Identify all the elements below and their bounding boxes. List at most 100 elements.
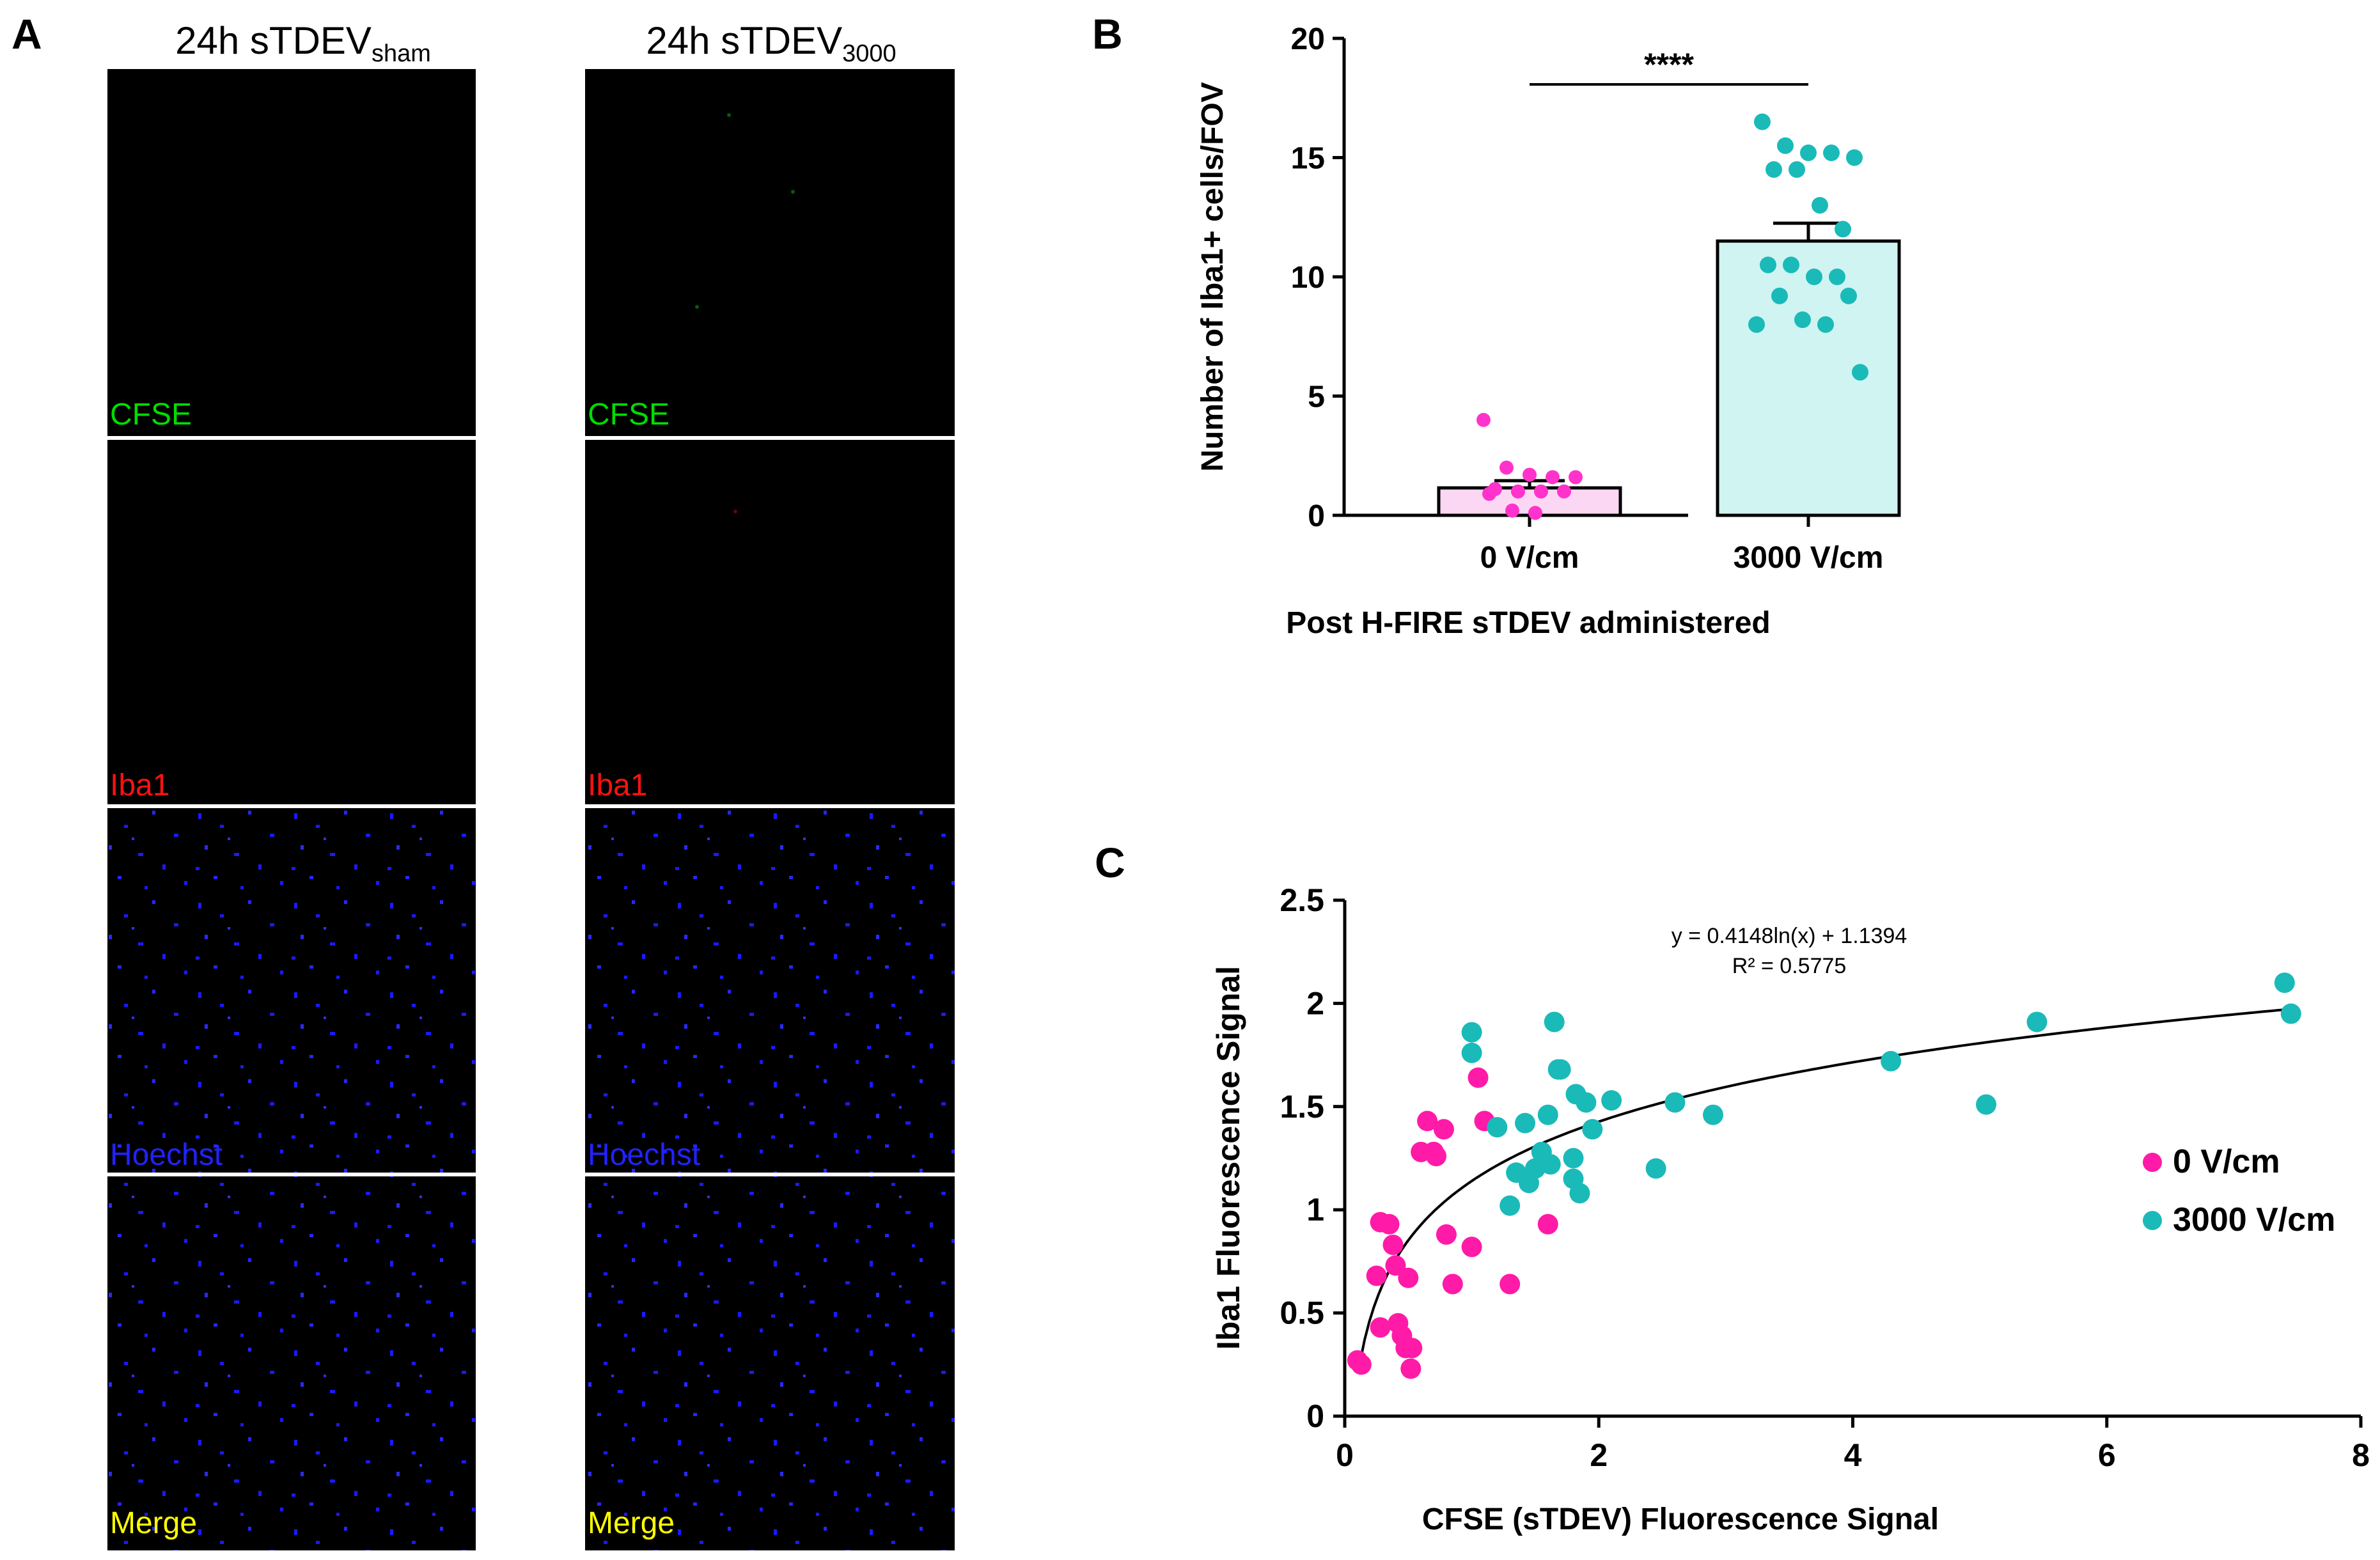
b-point-1 [1806,269,1822,285]
c-point-series-1 [1544,1011,1565,1033]
c-point-series-1 [1499,1195,1521,1216]
b-y-tick-label: 20 [1291,22,1325,56]
c-point-series-0 [1426,1146,1447,1167]
b-x-axis-label: Post H-FIRE sTDEV administered [1286,606,1770,640]
c-y-tick-label: 1.5 [1280,1089,1324,1125]
panel-a-letter: A [12,10,42,58]
c-point-series-1 [1550,1059,1571,1080]
label-3000-cfse: CFSE [588,398,669,432]
c-y-axis-label: Iba1 Fluorescence Signal [1210,966,1246,1350]
panel-c-scatter-chart: C 0 0.5 1 1.5 2 2.5 0 2 4 6 8 Iba1 Fluorescence Sig… [1095,839,2370,1536]
c-point-series-0 [1436,1224,1457,1245]
panel-b-letter: B [1092,10,1123,58]
c-point-series-1 [1569,1183,1590,1204]
b-point-0 [1557,484,1571,499]
nuclei-3000-hoechst [585,808,955,1173]
b-point-1 [1765,161,1782,178]
cfse-speck [791,190,795,194]
b-y-tick-label: 15 [1291,142,1325,176]
c-point-series-1 [1461,1042,1482,1063]
b-y-axis-label: Number of Iba1+ cells/FOV [1196,82,1230,472]
image-3000-iba1 [585,440,955,804]
c-point-series-1 [1487,1117,1508,1138]
c-y-tick-label: 1 [1306,1192,1324,1228]
c-point-series-0 [1468,1067,1489,1088]
b-point-1 [1760,256,1776,274]
c-legend-label-1: 3000 V/cm [2173,1201,2335,1238]
b-point-0 [1511,484,1525,499]
c-point-series-0 [1461,1236,1482,1258]
c-point-series-1 [1703,1104,1724,1125]
b-point-0 [1499,460,1514,475]
panel-a: A 24h sTDEVsham 24h sTDEV3000 CFSE Iba1 … [12,10,955,1550]
c-point-series-1 [1563,1148,1584,1169]
c-point-series-1 [1582,1119,1603,1140]
c-point-series-1 [1645,1158,1666,1179]
panel-b-bar-chart: B 0 5 10 15 20 Number of Iba1+ cells/FOV Post … [1092,10,1901,640]
b-point-1 [1800,144,1817,162]
b-point-1 [1852,364,1868,381]
b-y-tick-label: 5 [1308,380,1325,414]
c-legend-marker-0 [2143,1153,2162,1172]
label-3000-iba1: Iba1 [588,768,647,802]
b-point-1 [1794,311,1811,329]
b-point-1 [1823,144,1840,162]
label-3000-hoechst: Hoechst [588,1138,700,1172]
b-y-tick-label: 10 [1291,261,1325,295]
c-point-series-1 [2026,1011,2047,1033]
b-point-0 [1528,506,1542,520]
c-y-tick-label: 0.5 [1280,1295,1324,1331]
cfse-speck [727,113,731,117]
b-point-0 [1569,470,1583,485]
c-point-series-0 [1366,1265,1387,1286]
nuclei-sham-hoechst [107,808,476,1173]
c-equation: y = 0.4148ln(x) + 1.1394 [1671,924,1907,948]
c-x-tick-label: 2 [1590,1437,1608,1473]
b-point-0 [1482,487,1496,501]
c-point-series-0 [1382,1235,1404,1256]
b-point-1 [1846,149,1863,166]
b-point-1 [1754,113,1771,130]
b-x-tick-label: 3000 V/cm [1734,541,1884,575]
label-sham-iba1: Iba1 [110,768,169,802]
panel-c-letter: C [1095,839,1125,886]
c-y-tick-label: 0 [1306,1398,1324,1434]
c-point-series-0 [1417,1111,1438,1132]
c-x-tick-label: 6 [2098,1437,2116,1473]
c-point-series-1 [1515,1112,1536,1134]
c-point-series-1 [2274,972,2295,994]
b-bar-1 [1716,239,1901,517]
b-point-0 [1546,470,1560,485]
c-point-series-0 [1379,1213,1400,1235]
b-point-1 [1829,269,1845,285]
b-point-0 [1476,412,1491,427]
c-point-series-1 [1976,1094,1997,1115]
b-point-0 [1523,467,1537,482]
c-point-series-1 [2280,1003,2301,1024]
c-point-series-1 [1540,1154,1561,1175]
c-point-series-0 [1350,1354,1372,1375]
b-point-1 [1783,256,1799,274]
c-point-series-0 [1499,1274,1521,1295]
b-point-0 [1534,484,1548,499]
b-point-0 [1505,503,1519,518]
image-sham-cfse [107,69,476,436]
c-point-series-1 [1537,1104,1558,1125]
c-point-series-1 [1601,1090,1622,1111]
c-y-tick-label: 2.5 [1280,882,1324,918]
column-title-sham: 24h sTDEVsham [175,19,431,67]
c-legend-label-0: 0 V/cm [2173,1143,2280,1180]
c-legend-marker-1 [2143,1211,2162,1230]
c-point-series-0 [1433,1119,1454,1140]
b-x-tick-label: 0 V/cm [1480,541,1579,575]
c-point-series-0 [1385,1255,1406,1276]
c-x-tick-label: 0 [1336,1437,1354,1473]
label-sham-merge: Merge [110,1506,197,1540]
b-point-1 [1789,161,1805,178]
b-point-1 [1777,137,1794,154]
c-x-axis-label: CFSE (sTDEV) Fluorescence Signal [1422,1502,1939,1536]
c-point-series-0 [1442,1274,1463,1295]
image-3000-cfse [585,69,955,436]
image-sham-iba1 [107,440,476,804]
c-point-series-1 [1576,1092,1597,1113]
